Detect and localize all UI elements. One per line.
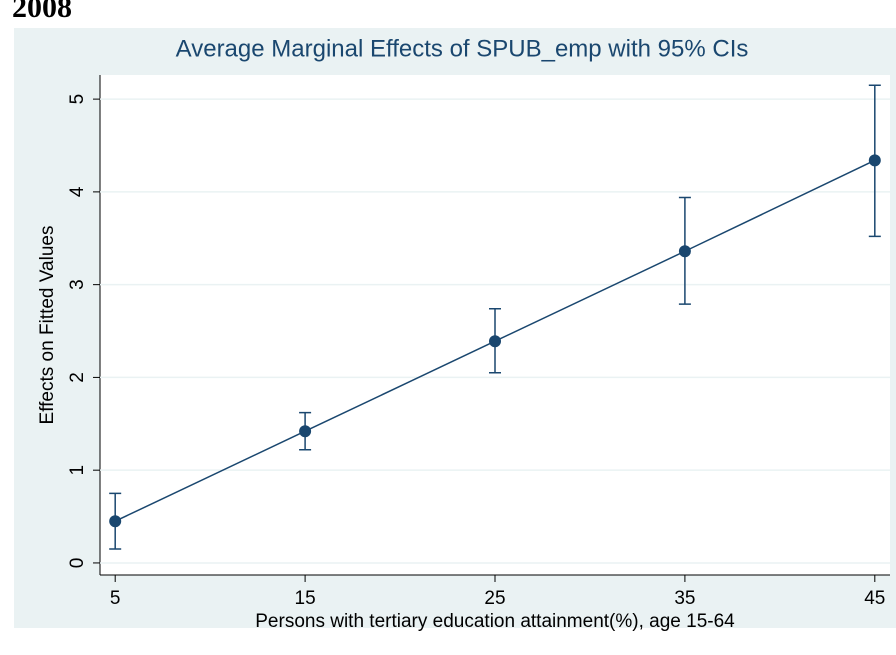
page-heading: 2008 (12, 0, 72, 24)
x-tick-label: 45 (864, 588, 885, 609)
x-tick-label: 35 (674, 588, 695, 609)
y-tick-label: 5 (67, 94, 88, 105)
x-tick-label: 15 (295, 588, 316, 609)
y-tick-label: 2 (67, 372, 88, 383)
x-tick-label: 25 (484, 588, 505, 609)
point (489, 335, 501, 348)
y-tick-label: 3 (67, 279, 88, 290)
y-axis-label: Effects on Fitted Values (37, 226, 58, 425)
x-axis-label: Persons with tertiary education attainme… (255, 611, 735, 632)
y-tick-label: 4 (67, 186, 88, 197)
x-tick-label: 5 (110, 588, 121, 609)
point (868, 154, 881, 167)
point (109, 515, 122, 528)
point (678, 245, 691, 258)
point (299, 425, 312, 438)
chart-title: Average Marginal Effects of SPUB_emp wit… (176, 35, 749, 62)
y-tick-label: 0 (67, 558, 88, 569)
y-tick-label: 1 (67, 465, 88, 476)
